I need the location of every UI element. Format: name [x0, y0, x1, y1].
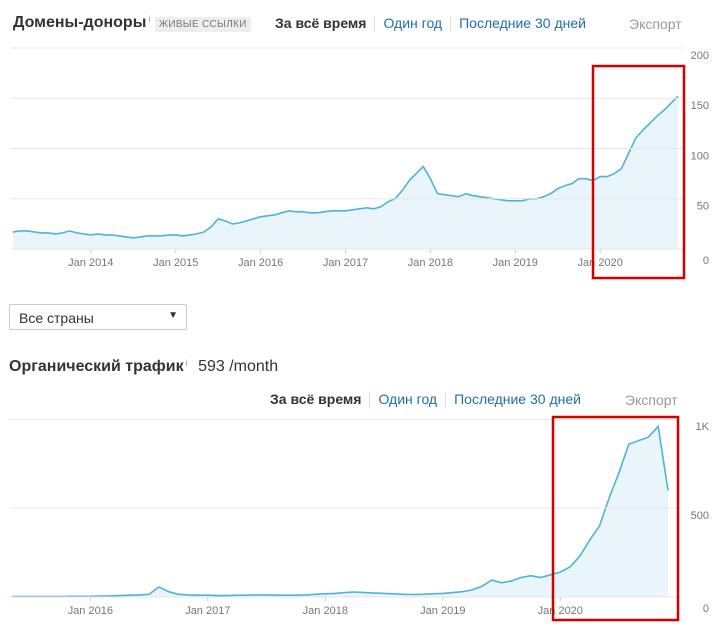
- highlight-box: [591, 64, 686, 280]
- tabs: За всё время Один год Последние 30 дней: [270, 391, 581, 409]
- x-tick-label: Jan 2019: [420, 605, 465, 617]
- x-tick-label: Jan 2016: [238, 257, 283, 269]
- country-select[interactable]: Все страны ▼: [9, 304, 187, 330]
- y-tick-label: 500: [691, 510, 709, 522]
- y-tick-label: 100: [691, 150, 709, 162]
- y-tick-label: 0: [703, 255, 709, 267]
- y-tick-label: 0: [703, 603, 709, 615]
- header: Домены-доноры i ЖИВЫЕ ССЫЛКИ: [13, 14, 251, 32]
- tab[interactable]: Один год: [383, 15, 443, 31]
- x-tick-label: Jan 2017: [323, 257, 368, 269]
- tab[interactable]: За всё время: [275, 15, 367, 31]
- y-tick-label: 200: [691, 50, 709, 62]
- series-line: [12, 424, 669, 598]
- x-tick-label: Jan 2014: [68, 257, 113, 269]
- info[interactable]: i: [148, 14, 151, 24]
- export[interactable]: Экспорт: [625, 392, 678, 408]
- caret: ▼: [168, 310, 178, 321]
- title: Органический трафик: [9, 358, 184, 375]
- title: Домены-доноры: [13, 14, 147, 31]
- tab[interactable]: Последние 30 дней: [454, 391, 581, 407]
- y-tick-label: 1K: [696, 421, 710, 433]
- series-line: [12, 95, 679, 239]
- tab[interactable]: Один год: [378, 391, 438, 407]
- select-label: Все страны: [19, 310, 94, 326]
- x-tick-label: Jan 2018: [408, 257, 453, 269]
- x-tick-label: Jan 2018: [303, 605, 348, 617]
- x-tick-label: Jan 2020: [578, 257, 623, 269]
- series-area: [13, 96, 678, 249]
- x-tick-label: Jan 2019: [493, 257, 538, 269]
- header: Органический трафик i 593 /month: [9, 358, 278, 376]
- traffic-value: 593 /month: [198, 358, 279, 375]
- series-area: [12, 426, 668, 597]
- y-tick-label: 150: [691, 100, 709, 112]
- highlight-box: [551, 415, 680, 622]
- x-tick-label: Jan 2017: [185, 605, 230, 617]
- info[interactable]: i: [185, 358, 188, 368]
- tab[interactable]: За всё время: [270, 391, 362, 407]
- export[interactable]: Экспорт: [629, 16, 682, 32]
- y-tick-label: 50: [697, 201, 709, 213]
- badge: ЖИВЫЕ ССЫЛКИ: [154, 17, 251, 32]
- tabs: За всё время Один год Последние 30 дней: [275, 15, 586, 33]
- x-tick-label: Jan 2016: [68, 605, 113, 617]
- x-tick-label: Jan 2015: [153, 257, 198, 269]
- tab[interactable]: Последние 30 дней: [459, 15, 586, 31]
- x-tick-label: Jan 2020: [538, 605, 583, 617]
